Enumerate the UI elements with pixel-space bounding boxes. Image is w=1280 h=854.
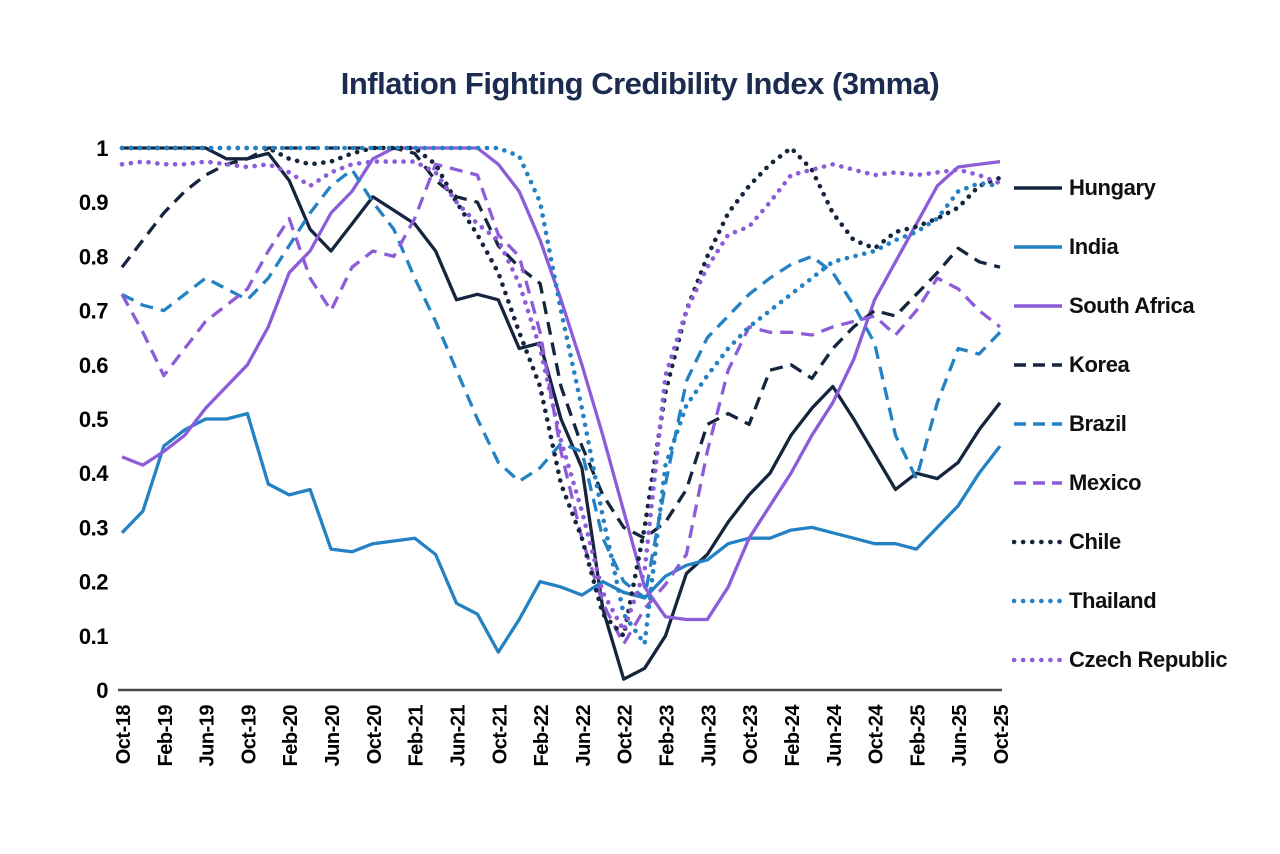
y-tick-label: 1 (96, 136, 108, 161)
legend-item-brazil: Brazil (1012, 411, 1227, 436)
x-tick-label: Feb-23 (657, 705, 679, 767)
y-tick-label: 0.6 (79, 353, 108, 378)
y-tick-label: 0.4 (79, 461, 109, 486)
x-tick-label: Oct-23 (740, 705, 762, 765)
x-tick-label: Feb-25 (907, 705, 929, 767)
legend-label-korea: Korea (1069, 352, 1130, 377)
series-line-korea (120, 146, 1001, 540)
legend-item-south-africa: South Africa (1012, 293, 1227, 318)
x-tick-label: Oct-20 (364, 705, 386, 765)
x-tick-label: Jun-22 (573, 705, 595, 767)
x-tick-label: Jun-20 (322, 705, 344, 767)
x-tick-label: Oct-24 (866, 704, 888, 765)
y-tick-label: 0.9 (79, 190, 108, 215)
y-tick-label: 0.5 (79, 407, 108, 432)
series-line-chile (119, 145, 1003, 639)
legend-label-chile: Chile (1069, 529, 1121, 554)
y-tick-label: 0 (96, 678, 108, 703)
legend-line-sample-solid (1014, 186, 1062, 190)
legend-line-sample-dashed (1014, 422, 1062, 426)
x-tick-label: Feb-20 (280, 705, 302, 767)
series-line-hungary (122, 146, 1002, 681)
legend-line-sample-dashed (1014, 363, 1062, 367)
series-line-south-africa (121, 146, 1001, 622)
x-tick-label: Feb-22 (531, 705, 553, 767)
legend-label-mexico: Mexico (1069, 470, 1142, 495)
legend-line-sample-dashed (1014, 481, 1062, 485)
series-line-czech-republic (119, 159, 1003, 633)
legend-label-hungary: Hungary (1069, 175, 1156, 200)
x-tick-label: Jun-19 (197, 705, 219, 767)
legend-line-sample-solid (1014, 304, 1062, 308)
series-line-thailand (119, 145, 1003, 647)
x-tick-label: Jun-25 (949, 705, 971, 767)
legend-line-sample-dotted (1012, 539, 1064, 545)
legend-item-hungary: Hungary (1012, 175, 1227, 200)
x-tick-label: Oct-22 (615, 705, 637, 765)
x-tick-label: Feb-19 (155, 705, 177, 767)
legend-item-india: India (1012, 234, 1227, 259)
series-line-mexico (120, 162, 1002, 646)
legend-item-thailand: Thailand (1012, 588, 1227, 613)
legend-label-czech-republic: Czech Republic (1069, 647, 1228, 672)
legend-label-thailand: Thailand (1069, 588, 1157, 613)
series-line-india (120, 411, 1002, 654)
legend-label-brazil: Brazil (1069, 411, 1127, 436)
y-tick-label: 0.7 (79, 299, 108, 324)
legend: Hungary India South Africa Korea Brazil Mexic… (1012, 175, 1228, 672)
legend-item-chile: Chile (1012, 529, 1227, 554)
legend-item-mexico: Mexico (1012, 470, 1227, 495)
series-line-brazil (121, 168, 1002, 600)
x-tick-label: Oct-21 (489, 705, 511, 765)
y-tick-label: 0.8 (79, 244, 108, 269)
legend-label-south-africa: South Africa (1069, 293, 1195, 318)
legend-line-sample-dotted (1012, 598, 1064, 604)
x-tick-label: Oct-19 (238, 705, 260, 765)
chart-title: Inflation Fighting Credibility Index (3m… (340, 66, 940, 101)
legend-item-czech-republic: Czech Republic (1012, 647, 1228, 672)
x-tick-label: Feb-24 (782, 704, 804, 767)
x-tick-label: Oct-25 (991, 705, 1013, 765)
x-tick-label: Oct-18 (113, 705, 135, 765)
x-tick-label: Feb-21 (406, 705, 428, 767)
x-tick-label: Jun-21 (447, 705, 469, 767)
y-tick-label: 0.3 (79, 515, 108, 540)
y-tick-label: 0.2 (79, 570, 108, 595)
x-tick-label: Jun-24 (824, 704, 846, 767)
x-tick-label: Jun-23 (698, 705, 720, 767)
legend-item-korea: Korea (1012, 352, 1227, 377)
y-tick-label: 0.1 (79, 624, 108, 649)
legend-line-sample-solid (1014, 245, 1062, 249)
legend-label-india: India (1069, 234, 1119, 259)
legend-line-sample-dotted (1012, 657, 1064, 663)
